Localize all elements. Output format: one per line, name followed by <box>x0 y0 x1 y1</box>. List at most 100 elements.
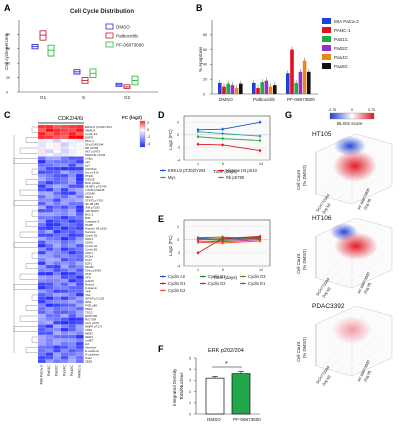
y-tick-label: 4 <box>189 368 191 372</box>
heatmap-cell <box>53 257 61 262</box>
heatmap-cell <box>68 226 77 231</box>
y-tick-label: 40 <box>6 62 10 66</box>
row-label: ATR <box>85 275 91 279</box>
heatmap-cell <box>53 229 61 234</box>
row-label: 4E-BP1 pT37/46 <box>85 184 107 188</box>
heatmap-cell <box>60 131 69 136</box>
heatmap-cell <box>75 222 84 227</box>
bliss-label: BLISS score <box>337 121 363 126</box>
heatmap-cell <box>75 359 84 364</box>
heatmap-cell <box>45 229 54 234</box>
legend-marker <box>202 275 204 278</box>
box-pf-06873600 <box>89 68 97 79</box>
heatmap-cell <box>53 194 61 199</box>
heatmap-cell <box>45 152 54 157</box>
heatmap-cell <box>37 299 46 304</box>
heatmap-cell <box>53 355 61 360</box>
dendrogram-branch <box>19 189 38 196</box>
legend-marker <box>162 289 164 292</box>
x-tick-label: 14 <box>259 268 263 272</box>
heatmap-cell <box>60 355 69 360</box>
heatmap-cell <box>37 310 46 315</box>
heatmap-cell <box>53 191 61 196</box>
heatmap-cell <box>60 348 69 353</box>
heatmap-cell <box>53 338 61 343</box>
heatmap-cell <box>53 226 61 231</box>
heatmap-cell <box>45 327 54 332</box>
heatmap-cell <box>68 177 77 182</box>
heatmap-cell <box>68 303 77 308</box>
row-label: Chk1 pS345 <box>85 268 101 272</box>
heatmap-cell <box>45 240 54 245</box>
heatmap-cell <box>68 296 77 301</box>
row-label: EGFR <box>85 135 93 139</box>
heatmap-cell <box>75 355 84 360</box>
y-tick-label: 60 <box>203 48 207 52</box>
heatmap-cell <box>68 275 77 280</box>
heatmap-cell <box>45 247 54 252</box>
heatmap-cell <box>37 145 46 150</box>
box-dmso <box>31 44 39 50</box>
heatmap-cell <box>68 345 77 350</box>
panel-a-letter: A <box>4 3 11 13</box>
heatmap-cell <box>60 320 69 325</box>
z-axis-label: Cell Count <box>296 169 301 190</box>
row-label: Cyclin E1 <box>85 132 98 136</box>
legend-marker <box>162 275 164 278</box>
heatmap-cell <box>60 313 69 318</box>
panel-e: E 20-2-4 1 5 14 Log2 (FC) Time (days) Cycl… <box>158 214 271 293</box>
heatmap-cell <box>45 299 54 304</box>
heatmap-cell <box>45 159 54 164</box>
heatmap-cell <box>68 142 77 147</box>
fc-scale-label: FC (log2) <box>122 115 142 120</box>
y-tick-label: 0 <box>189 412 191 416</box>
heatmap-cell <box>68 219 77 224</box>
heatmap-cell <box>60 149 69 154</box>
cell-line-label: HT106 <box>312 215 332 222</box>
heatmap-cell <box>68 135 77 140</box>
row-label: E-cadherin <box>85 349 99 353</box>
panel-f-y-label-1: Integrated Density <box>172 368 177 406</box>
heatmap-cell <box>45 345 54 350</box>
row-label: Vimentin <box>85 345 97 349</box>
heatmap-cell <box>53 152 61 157</box>
row-label: CDK1 <box>85 251 93 255</box>
x-category-label: PF-06873600 <box>233 417 261 422</box>
row-label: Ki-67 <box>85 258 92 262</box>
panel-e-x-ticks: 1 5 14 <box>197 268 263 272</box>
column-label: PANC-1 <box>78 365 82 378</box>
y-tick-label: 20 <box>203 78 207 82</box>
dendrogram-branch <box>31 252 38 259</box>
heatmap-cell <box>37 306 46 311</box>
row-label: ATM <box>85 272 91 276</box>
heatmap-cell <box>37 184 46 189</box>
heatmap-cell <box>53 159 61 164</box>
z-axis-label: Cell Count <box>296 341 301 362</box>
heatmap-cell <box>60 341 69 346</box>
legend-label: MIA PaCa-2 <box>334 19 359 24</box>
heatmap-cell <box>37 243 46 248</box>
heatmap-cell <box>68 180 77 185</box>
dendrogram-branch <box>31 294 38 301</box>
heatmap-cell <box>75 198 84 203</box>
heatmap-cell <box>37 128 46 133</box>
heatmap-cell <box>68 310 77 315</box>
heatmap-cell <box>75 173 84 178</box>
legend-label: Rb pS780 <box>226 175 245 180</box>
heatmap-cell <box>37 135 46 140</box>
heatmap-cell <box>45 128 54 133</box>
bliss-tick-3: 0.75 <box>368 108 375 112</box>
row-label: RICTOR <box>85 317 96 321</box>
heatmap-cell <box>60 247 69 252</box>
heatmap-cell <box>45 226 54 231</box>
heatmap-cell <box>75 187 84 192</box>
box-dmso <box>115 82 123 87</box>
heatmap-cell <box>37 166 46 171</box>
row-label: c-MET <box>85 338 94 342</box>
y-tick-label: 3 <box>189 379 191 383</box>
heatmap-cell <box>60 124 69 129</box>
y-tick-label: 0 <box>203 92 205 96</box>
heatmap-cell <box>60 215 69 220</box>
row-label: mTOR pS2448 <box>85 188 105 192</box>
row-label: ZEB1 <box>85 359 93 363</box>
